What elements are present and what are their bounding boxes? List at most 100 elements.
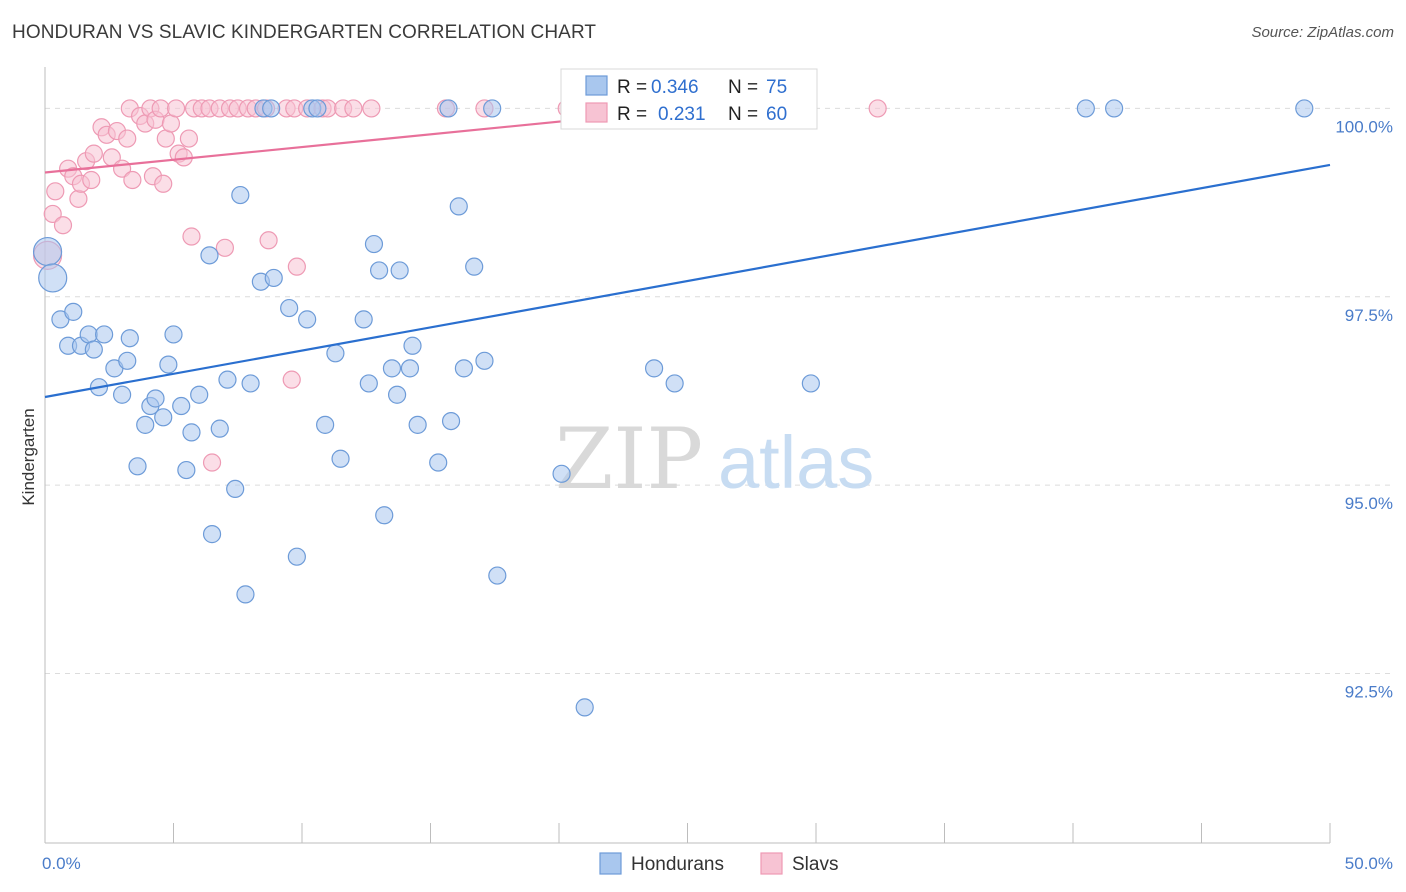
hondurans-point [1105, 99, 1124, 118]
slavs-point [161, 114, 181, 133]
slavs-point [259, 231, 278, 250]
slavs-point [868, 99, 887, 118]
hondurans-point [190, 385, 209, 404]
hondurans-point [488, 566, 507, 585]
series-legend: Hondurans Slavs [599, 852, 838, 875]
hondurans-point [387, 385, 407, 404]
hondurans-point [95, 325, 114, 344]
hondurans-point [364, 234, 384, 254]
slavs-point [215, 238, 234, 257]
slavs-point [282, 370, 301, 389]
watermark: ZIP atlas [555, 410, 874, 508]
watermark-atlas: atlas [718, 421, 874, 504]
axes [44, 67, 1331, 844]
slavs-point [118, 129, 137, 148]
hondurans-point [241, 374, 260, 393]
hondurans-point [146, 389, 165, 408]
hondurans-point [454, 359, 474, 378]
hondurans-point [262, 99, 281, 118]
slavs-point [362, 99, 381, 118]
legend-n-label-hondurans: N = [728, 77, 758, 98]
hondurans-point [264, 268, 283, 288]
slavs-point [166, 99, 186, 118]
hondurans-point [316, 415, 335, 434]
hondurans-point [218, 370, 237, 389]
legend-n-value-hondurans: 75 [766, 77, 787, 98]
hondurans-point [128, 457, 147, 476]
x-tick-label-min: 0.0% [42, 854, 81, 873]
hondurans-points [32, 99, 1314, 717]
x-tick-labels: 0.0% 50.0% [42, 854, 1393, 873]
hondurans-point [202, 525, 222, 544]
hondurans-trend-line [44, 163, 1331, 399]
slavs-point [182, 227, 201, 246]
hondurans-point [354, 310, 373, 329]
hondurans-point [575, 698, 594, 717]
hondurans-point [403, 336, 422, 355]
slavs-point [344, 99, 363, 118]
hondurans-point [483, 99, 502, 118]
hondurans-point [182, 423, 201, 442]
hondurans-point [552, 464, 571, 483]
y-tick-label: 95.0% [1345, 494, 1393, 513]
bottom-legend-swatch-hondurans [599, 852, 622, 875]
slavs-point [43, 204, 62, 224]
hondurans-point [287, 547, 306, 566]
y-axis-label: Kindergarten [19, 408, 38, 505]
hondurans-point [1076, 99, 1095, 118]
bottom-legend-swatch-slavs [760, 852, 783, 875]
hondurans-point [359, 374, 378, 393]
correlation-legend: R = 0.346 N = 75 R = 0.231 N = 60 [560, 68, 818, 130]
legend-swatch-slavs [585, 102, 608, 123]
x-tick-label-max: 50.0% [1345, 854, 1393, 873]
hondurans-point [465, 257, 484, 276]
hondurans-point [408, 415, 427, 434]
slavs-point [179, 129, 199, 148]
slavs-point [53, 216, 73, 235]
hondurans-point [370, 261, 389, 280]
hondurans-point [326, 344, 345, 363]
hondurans-point [177, 460, 196, 480]
slavs-point [154, 174, 173, 193]
hondurans-point [801, 374, 820, 393]
hondurans-point [382, 359, 402, 378]
source-label: Source: ZipAtlas.com [1251, 24, 1394, 41]
slavs-point [287, 257, 306, 276]
hondurans-point [112, 385, 132, 404]
hondurans-point [280, 298, 299, 318]
hondurans-point [644, 359, 664, 378]
slavs-point [202, 453, 222, 472]
hondurans-point [449, 197, 468, 216]
chart-title: HONDURAN VS SLAVIC KINDERGARTEN CORRELAT… [12, 22, 597, 43]
hondurans-point [136, 415, 155, 434]
hondurans-point [441, 411, 461, 431]
slavs-point [46, 182, 65, 201]
legend-r-label-slavs: R = [617, 104, 647, 125]
slavs-point [156, 129, 175, 148]
hondurans-point [439, 99, 458, 118]
y-tick-label: 92.5% [1345, 682, 1393, 701]
legend-n-value-slavs: 60 [766, 104, 787, 125]
legend-r-label-hondurans: R = [617, 77, 647, 98]
slavs-point [151, 99, 170, 118]
slavs-point [123, 170, 142, 190]
hondurans-point [400, 359, 420, 378]
hondurans-point [331, 449, 350, 468]
legend-swatch-hondurans [585, 75, 608, 96]
trend-lines [44, 108, 1331, 399]
legend-r-value-slavs: 0.231 [658, 104, 706, 125]
hondurans-point [665, 374, 684, 393]
hondurans-point [226, 479, 245, 499]
hondurans-point [32, 236, 63, 267]
hondurans-point [38, 263, 68, 293]
hondurans-point [200, 246, 219, 265]
hondurans-point [236, 585, 255, 604]
slavs-point [82, 170, 101, 190]
hondurans-point [79, 325, 98, 344]
bottom-legend-label-slavs: Slavs [792, 854, 838, 875]
y-tick-label: 97.5% [1345, 306, 1393, 325]
hondurans-point [84, 340, 103, 359]
hondurans-point [298, 310, 317, 329]
y-tick-labels: 92.5% 95.0% 97.5% 100.0% [1335, 117, 1393, 701]
